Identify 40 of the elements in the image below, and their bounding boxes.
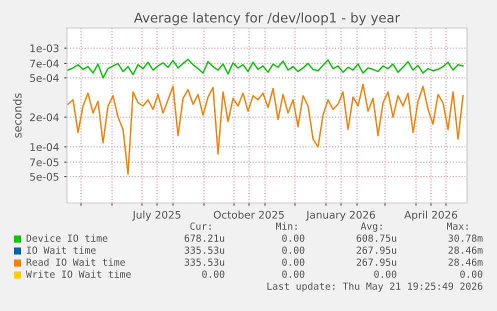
text: 0.00	[282, 246, 304, 254]
text: 0.00	[460, 270, 482, 278]
text: 30.78m	[448, 234, 483, 242]
line-series	[67, 84, 464, 175]
text: Min:	[276, 222, 297, 230]
text: 28.46m	[448, 258, 483, 266]
text: Last update: Thu May 21 19:25:49 2026	[267, 282, 482, 292]
text: 267.95u	[356, 246, 396, 254]
y-tick-label: 5e-04	[30, 74, 59, 82]
text: Avg:	[360, 222, 382, 232]
text: 0.00	[282, 234, 304, 242]
legend-label: Write IO Wait time	[26, 270, 131, 278]
text: 0.00	[282, 258, 304, 266]
x-tick-label: July 2025	[132, 210, 180, 221]
line-series	[67, 58, 464, 79]
text: Max:	[446, 222, 468, 230]
text: 335.53u	[184, 258, 224, 266]
y-axis-title: seconds	[13, 93, 22, 138]
text: Cur:	[190, 222, 211, 230]
text: 0.00	[202, 270, 224, 278]
x-tick-label: October 2025	[214, 210, 284, 219]
y-tick-label: 7e-04	[30, 60, 59, 68]
x-tick-label: January 2026	[306, 210, 375, 221]
text: 0.00	[282, 270, 304, 278]
chart-title: Average latency for /dev/loop1 - by year	[134, 12, 400, 26]
text: 608.75u	[356, 234, 396, 242]
y-tick-label: 1e-03	[30, 44, 59, 52]
text: 28.46m	[448, 246, 483, 254]
legend-label: Device IO time	[26, 234, 108, 242]
text: 335.53u	[184, 246, 224, 254]
legend-label: Read IO Wait time	[26, 258, 125, 266]
text: 678.21u	[184, 234, 224, 242]
x-tick-label: April 2026	[404, 210, 458, 221]
y-tick-label: 2e-04	[30, 113, 59, 122]
y-tick-label: 5e-05	[30, 172, 58, 181]
legend-label: IO Wait time	[26, 246, 96, 254]
text: 0.00	[374, 270, 396, 278]
y-tick-label: 7e-05	[30, 158, 58, 166]
text: 267.95u	[356, 258, 396, 266]
y-tick-label: 1e-04	[30, 143, 59, 151]
